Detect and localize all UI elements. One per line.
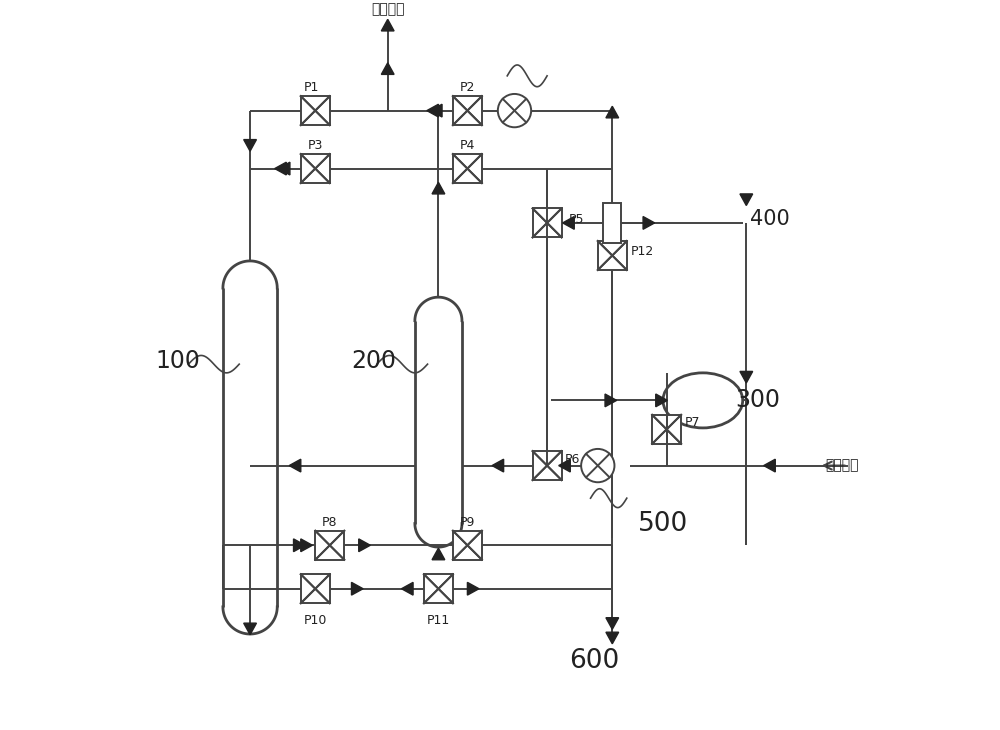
Text: 400: 400 (750, 210, 790, 229)
Text: P10: P10 (304, 614, 327, 627)
Polygon shape (244, 623, 256, 635)
Text: P11: P11 (427, 614, 450, 627)
Polygon shape (278, 162, 290, 175)
Polygon shape (430, 104, 442, 117)
Text: P8: P8 (322, 515, 338, 529)
Polygon shape (381, 19, 394, 31)
Text: 200: 200 (351, 348, 396, 372)
Bar (301, 96, 330, 125)
Polygon shape (606, 107, 619, 118)
Polygon shape (275, 162, 286, 175)
Bar (533, 451, 562, 480)
Polygon shape (289, 459, 301, 472)
Text: 600: 600 (569, 648, 619, 675)
Text: P1: P1 (304, 81, 319, 94)
Bar (315, 531, 344, 560)
Polygon shape (764, 459, 775, 472)
Polygon shape (492, 459, 504, 472)
Polygon shape (606, 632, 619, 644)
Polygon shape (294, 539, 305, 552)
Bar (453, 531, 482, 560)
Text: P4: P4 (460, 139, 475, 152)
Text: P9: P9 (460, 515, 475, 529)
Polygon shape (351, 583, 363, 595)
Polygon shape (432, 182, 445, 194)
Text: P2: P2 (460, 81, 475, 94)
Polygon shape (740, 194, 753, 206)
Bar (301, 575, 330, 603)
Text: 空气出口: 空气出口 (371, 2, 404, 17)
Circle shape (581, 449, 614, 483)
Text: 100: 100 (156, 348, 201, 372)
Text: P6: P6 (565, 453, 581, 466)
Polygon shape (359, 539, 370, 552)
Text: P7: P7 (685, 415, 700, 429)
Polygon shape (740, 372, 753, 383)
Polygon shape (643, 217, 655, 229)
Bar (424, 575, 453, 603)
Circle shape (498, 94, 531, 127)
Text: 500: 500 (638, 510, 688, 537)
Text: P5: P5 (569, 212, 584, 226)
Bar (533, 208, 562, 237)
Text: 空气入口: 空气入口 (825, 458, 859, 472)
Polygon shape (432, 548, 445, 560)
Polygon shape (381, 63, 394, 74)
Polygon shape (427, 104, 438, 117)
Text: P3: P3 (308, 139, 323, 152)
Polygon shape (401, 583, 413, 595)
Text: P12: P12 (630, 245, 654, 258)
Polygon shape (606, 618, 619, 629)
Polygon shape (244, 139, 256, 151)
Bar (301, 154, 330, 183)
Polygon shape (559, 459, 570, 472)
Polygon shape (605, 394, 617, 407)
Bar (453, 154, 482, 183)
Bar (453, 96, 482, 125)
Bar (652, 415, 681, 444)
Bar (598, 241, 627, 270)
Polygon shape (656, 394, 667, 407)
Polygon shape (563, 217, 574, 229)
Bar (603, 203, 621, 243)
Ellipse shape (663, 373, 743, 428)
Polygon shape (301, 539, 312, 552)
Text: 300: 300 (735, 388, 780, 412)
Polygon shape (467, 583, 479, 595)
